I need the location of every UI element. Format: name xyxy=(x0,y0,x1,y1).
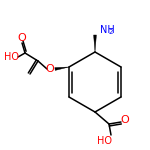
Text: O: O xyxy=(121,115,129,125)
Text: O: O xyxy=(18,33,26,43)
Text: 2: 2 xyxy=(109,29,113,35)
Text: O: O xyxy=(46,64,54,74)
Polygon shape xyxy=(55,67,69,70)
Polygon shape xyxy=(94,35,96,52)
Text: HO: HO xyxy=(96,136,111,146)
Text: HO: HO xyxy=(3,52,18,62)
Text: NH: NH xyxy=(100,25,115,35)
